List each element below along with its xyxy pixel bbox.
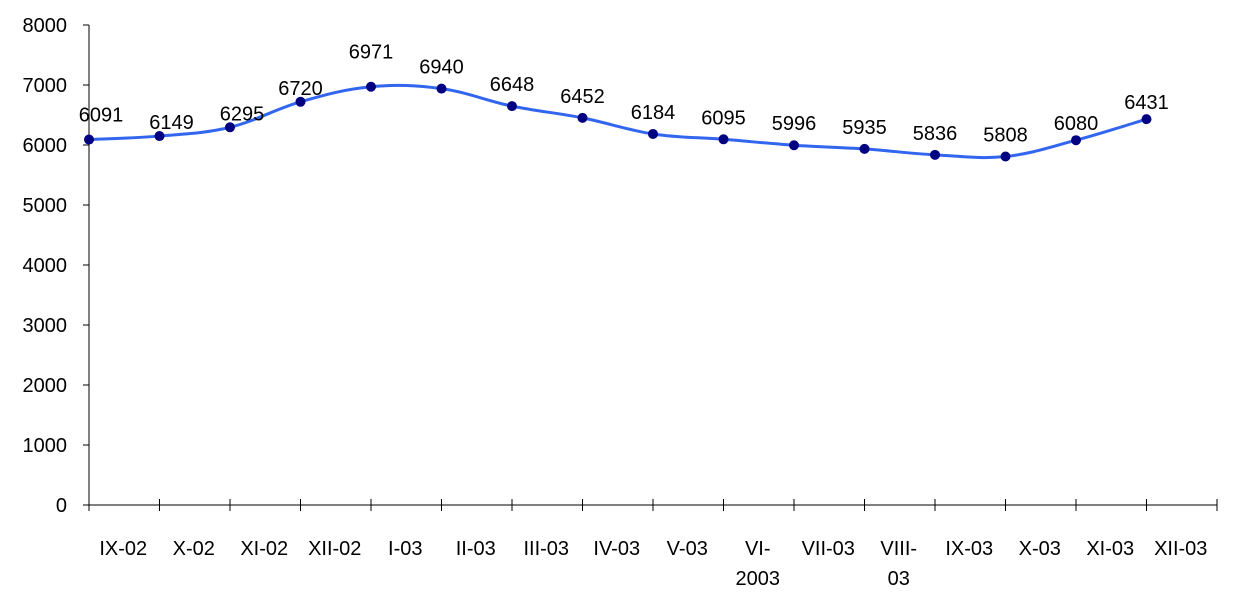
x-tick-label: X-03 — [1019, 538, 1061, 560]
data-point — [1071, 135, 1081, 146]
x-tick-label: XI-02 — [240, 538, 288, 560]
data-labels: 6091 6149 6295 6720 6971 6940 6648 6452 6184 6095… — [79, 42, 1169, 147]
data-point — [1141, 114, 1152, 125]
data-point — [507, 101, 517, 112]
data-point — [789, 140, 799, 151]
axes — [88, 25, 1217, 506]
y-tick-label: 0 — [56, 495, 67, 517]
data-point — [577, 112, 588, 123]
data-label: 5836 — [913, 123, 958, 145]
data-label: 6452 — [560, 86, 605, 108]
y-tick-label: 4000 — [23, 255, 68, 277]
x-tick-label: IV-03 — [593, 538, 640, 560]
y-tick-label: 3000 — [23, 315, 68, 337]
data-label: 6971 — [349, 42, 394, 64]
x-tick-label: IX-03 — [945, 538, 993, 560]
y-tick-label: 6000 — [23, 135, 68, 157]
x-tick-label: I-03 — [388, 538, 422, 560]
data-point — [154, 131, 165, 142]
data-label: 5996 — [772, 113, 817, 135]
data-label: 5808 — [983, 125, 1028, 147]
y-tick-label: 8000 — [23, 15, 68, 37]
y-tick-label: 7000 — [23, 75, 68, 97]
y-tick-label: 1000 — [23, 435, 68, 457]
data-label: 5935 — [842, 117, 887, 139]
x-tick-label: 2003 — [736, 568, 781, 587]
x-tick-label: VII-03 — [802, 538, 855, 560]
x-tick-label: IX-02 — [99, 538, 147, 560]
data-point — [718, 134, 729, 145]
data-label: 6648 — [490, 74, 535, 96]
data-label: 6295 — [220, 103, 265, 125]
x-tick-label: XI-03 — [1086, 538, 1134, 560]
data-point — [84, 134, 94, 145]
series-line — [87, 83, 1148, 160]
x-tick-label: XII-03 — [1154, 538, 1207, 560]
data-markers — [84, 81, 1152, 162]
data-label: 6091 — [79, 105, 124, 127]
y-tick-label: 5000 — [23, 195, 68, 217]
data-label: 6720 — [278, 78, 323, 100]
data-point — [436, 83, 447, 94]
data-point — [930, 149, 940, 160]
x-tick-label: 03 — [888, 568, 910, 587]
x-tick-label: V-03 — [667, 538, 708, 560]
y-tick-label: 2000 — [23, 375, 68, 397]
y-axis-ticks: 0 1000 2000 3000 4000 5000 6000 7000 8000 — [23, 15, 89, 517]
x-axis-ticks: IX-02 X-02 XI-02 XII-02 I-03 II-03 III-03 IV-03… — [88, 499, 1218, 590]
data-label: 6184 — [631, 102, 676, 124]
x-tick-label: VI- — [745, 538, 771, 560]
data-point — [859, 143, 870, 154]
data-point — [366, 81, 376, 92]
data-point — [1000, 151, 1011, 162]
series — [87, 83, 1148, 160]
data-label: 6080 — [1054, 113, 1099, 135]
data-label: 6149 — [149, 112, 194, 134]
data-point — [648, 128, 658, 139]
data-point — [295, 96, 306, 107]
data-label: 6940 — [419, 57, 464, 79]
x-tick-label: X-02 — [173, 538, 215, 560]
data-label: 6095 — [701, 107, 746, 129]
x-tick-label: III-03 — [523, 538, 569, 560]
data-point — [225, 122, 235, 133]
x-tick-label: VIII- — [880, 538, 917, 560]
data-label: 6431 — [1124, 92, 1169, 114]
x-tick-label: II-03 — [456, 538, 496, 560]
x-tick-label: XII-02 — [308, 538, 361, 560]
